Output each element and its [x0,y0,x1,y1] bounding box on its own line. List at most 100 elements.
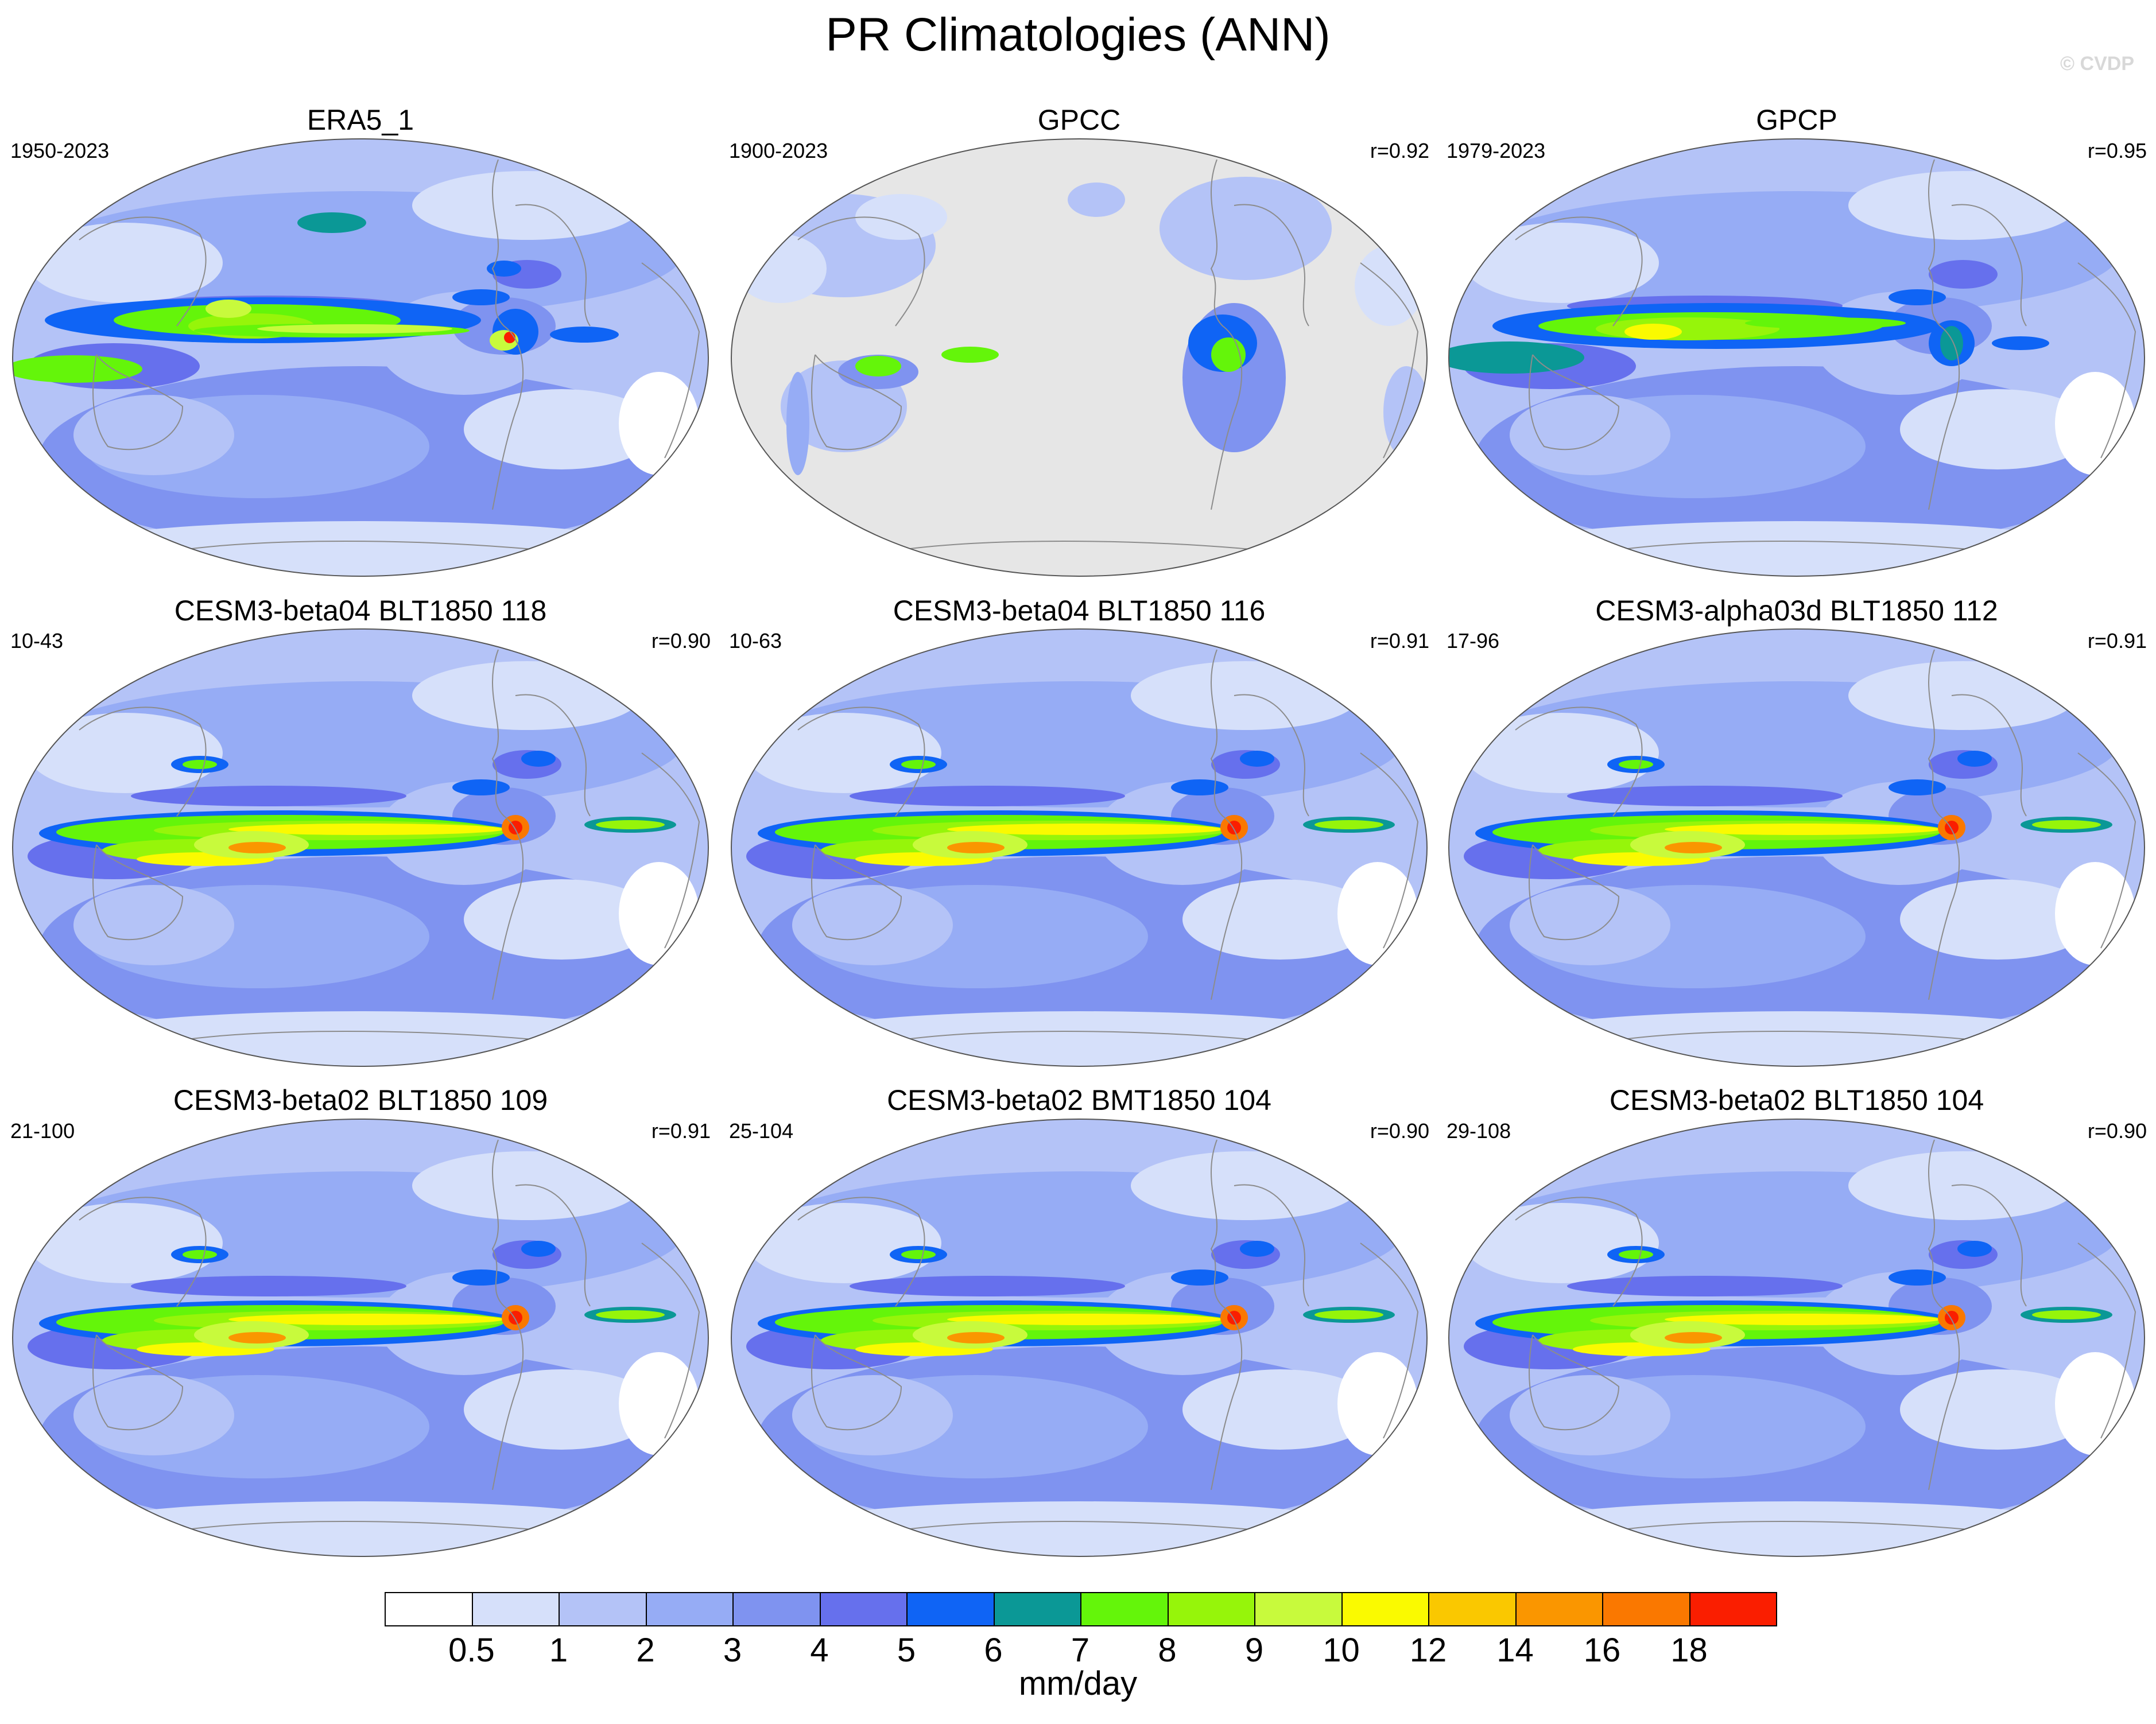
precip-contour [1624,324,1682,340]
colorbar-tick-label: 6 [984,1632,1003,1669]
precip-contour [1510,1375,1670,1455]
coastline [491,159,524,510]
precip-contour [28,713,223,793]
coastline [515,1184,591,1307]
coastline [1515,216,1643,327]
colorbar-tick-label: 9 [1244,1632,1264,1669]
precip-contour [73,885,234,965]
precip-contour [2032,820,2101,829]
coastline [1928,159,1960,510]
panel-years: 10-43 [10,629,64,653]
coastline [92,1334,184,1431]
coastline [2077,752,2136,949]
colorbar-swatch [1341,1592,1429,1626]
colorbar-swatch [993,1592,1081,1626]
precip-contour [452,779,510,795]
colorbar-tick-label: 16 [1583,1632,1621,1669]
precip-contour [183,1250,217,1259]
watermark: © CVDP [2060,53,2134,75]
precip-contour [1992,336,2049,350]
colorbar-swatch [1080,1592,1169,1626]
precip-contour [1498,521,2095,576]
precip-region [855,194,947,240]
precip-contour [13,355,142,383]
panel-years: 1979-2023 [1447,139,1546,162]
coastline [901,1031,1258,1040]
precip-contour [619,372,699,475]
precip-contour [792,885,953,965]
colorbar-tick-label: 10 [1323,1632,1360,1669]
map-border [12,138,709,577]
precip-contour [1182,879,1378,960]
panel-years: 25-104 [729,1119,794,1143]
precip-contour [1665,1332,1722,1344]
coastline [797,706,925,817]
precip-contour [850,1276,1125,1296]
coastline [1234,204,1309,327]
coastline [1360,262,1419,459]
coastline [1210,649,1243,1000]
precip-contour [228,824,504,835]
precip-contour [1131,661,1360,730]
colorbar-swatch [1254,1592,1343,1626]
precip-contour [205,300,251,318]
precip-contour [228,1314,504,1325]
coastline [2077,1242,2136,1439]
precip-contour [412,661,642,730]
coastline [641,752,700,949]
panel-correlation: r=0.91 [1370,629,1429,653]
precip-map [1448,138,2145,577]
coastline [1529,1334,1620,1431]
map-border [12,628,709,1067]
coastline [515,204,591,327]
precip-contour [1889,1269,1946,1286]
precip-contour [1131,1151,1360,1220]
precip-region [1211,337,1246,372]
colorbar-tick-label: 3 [723,1632,742,1669]
precip-contour [1619,760,1653,769]
precip-contour [1940,326,1963,360]
coastline [1210,1139,1243,1490]
colorbar-tick-label: 18 [1670,1632,1708,1669]
colorbar-tick-label: 7 [1071,1632,1090,1669]
map-border [12,1119,709,1557]
precip-contour [452,1269,510,1286]
precip-contour [131,1276,406,1296]
precip-contour [1171,1269,1228,1286]
panel-correlation: r=0.91 [2087,629,2147,653]
precip-contour [1240,1241,1274,1257]
colorbar-tick-label: 5 [897,1632,916,1669]
coastline [811,354,902,451]
precip-contour [73,1375,234,1455]
precip-contour [521,1241,556,1257]
panel-correlation: r=0.92 [1370,139,1429,162]
colorbar-swatch [1428,1592,1517,1626]
coastline [515,694,591,817]
precip-contour [504,332,515,343]
precip-contour [1929,260,1998,289]
precip-contour [183,760,217,769]
panel-title: CESM3-alpha03d BLT1850 112 [1595,595,1998,627]
precip-region [855,356,901,376]
precip-contour [28,223,223,303]
precip-map [12,138,709,577]
precip-contour [1337,1352,1418,1455]
precip-contour [1900,389,2095,469]
colorbar-tick-label: 14 [1496,1632,1534,1669]
precip-contour [73,395,234,475]
precip-contour [2055,862,2135,965]
colorbar-swatch [1515,1592,1603,1626]
precip-contour [901,760,936,769]
colorbar-tick-label: 0.5 [448,1632,495,1669]
map-border [1448,138,2145,577]
panel-title: GPCC [1037,104,1121,136]
colorbar-tick-label: 8 [1158,1632,1177,1669]
precip-contour [746,713,941,793]
coastline [182,541,539,550]
precip-contour [464,1369,659,1450]
precip-region [1160,177,1332,280]
precip-region [941,347,999,363]
coastline [79,1197,207,1307]
panel-correlation: r=0.91 [651,1119,711,1143]
